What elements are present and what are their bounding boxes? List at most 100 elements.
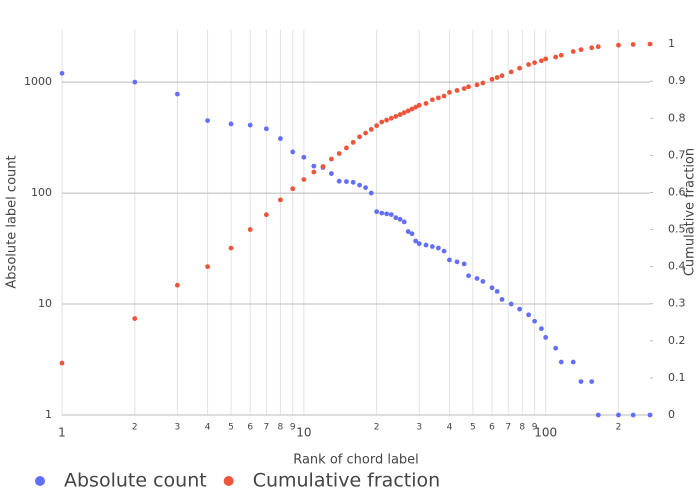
point [630,412,636,418]
point [454,88,460,93]
point [384,117,390,123]
x-tick-label: 100 [534,426,557,440]
point [589,379,595,384]
y-tick-label: 1 [45,408,52,421]
point [368,190,374,196]
point [595,412,601,418]
point [570,359,576,365]
point [480,278,486,284]
legend-marker [223,476,234,486]
y-tick-label: 100 [31,186,52,199]
point [393,215,399,221]
x-tick-label: 9 [290,423,296,433]
point [466,273,471,279]
y2-tick-label: 0.4 [668,260,686,273]
point [301,154,307,160]
x-tick-label: 7 [264,423,270,433]
point [499,73,505,79]
point [379,119,385,125]
point [489,285,495,291]
point [59,360,65,366]
x-tick-label: 8 [278,423,284,433]
x-tick-label: 8 [519,423,525,433]
point [553,345,559,351]
point [174,91,180,97]
y2-tick-label: 0.6 [668,185,686,198]
point [132,79,138,85]
point [429,244,435,249]
point [553,54,559,60]
point [397,216,403,222]
x-tick-label: 4 [205,423,211,433]
point [532,318,538,324]
y2-tick-label: 0.7 [668,148,686,161]
point [447,257,452,263]
point [543,335,549,340]
x-tick-label: 5 [470,423,476,433]
x-tick-label: 1 [58,426,66,440]
y2-tick-label: 0.3 [668,297,686,310]
point [578,379,584,384]
x-tick-label: 7 [505,423,511,433]
x-tick-label: 2 [132,423,138,433]
y2-tick-label: 0.2 [668,334,686,347]
point [423,242,429,248]
point [499,297,505,302]
point [350,139,356,145]
point [543,56,549,62]
point [278,197,283,203]
point [570,49,576,54]
point [388,115,394,121]
x-tick-label: 3 [175,423,181,433]
point [538,58,544,64]
y2-tick-label: 0.5 [668,223,686,236]
point [350,179,356,185]
point [263,212,269,218]
point [441,248,447,254]
point [174,282,180,288]
point [494,75,500,80]
point [466,84,471,90]
legend-marker [35,476,45,486]
point [397,112,403,117]
point [247,122,253,128]
point [363,130,368,136]
point [290,149,296,155]
point [328,171,334,176]
point [357,182,362,188]
point [595,44,601,50]
point [578,47,584,53]
point [616,42,621,48]
legend-label: Absolute count [64,470,207,492]
point [320,164,326,169]
point [368,127,374,132]
point [508,301,514,307]
point [388,212,394,217]
point [409,231,415,237]
point [374,123,380,129]
point [132,316,138,321]
point [454,259,460,265]
point [558,359,564,365]
point [205,264,211,270]
y-tick-label: 1000 [24,75,52,88]
point [441,93,447,99]
point [409,106,415,112]
point [423,101,429,106]
point [647,41,653,47]
point [363,185,368,191]
x-tick-label: 2 [616,423,622,433]
point [413,238,419,244]
point [228,121,234,127]
point [474,276,480,281]
point [429,97,435,103]
x-tick-label: 10 [296,426,311,440]
point [205,118,211,124]
point [357,134,362,140]
point [647,412,653,418]
point [401,110,407,116]
point [526,312,532,318]
x-axis-title: Rank of chord label [293,453,419,468]
point [532,60,538,66]
